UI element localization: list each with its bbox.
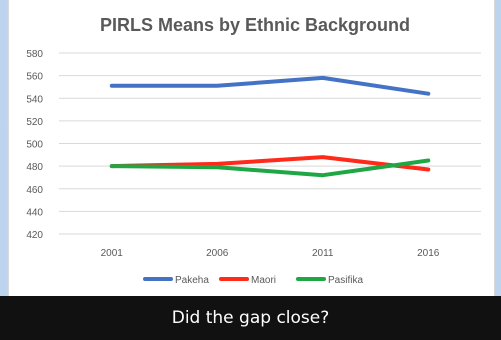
legend-label-maori: Maori bbox=[251, 275, 276, 286]
y-tick-label: 580 bbox=[26, 49, 43, 60]
y-tick-label: 500 bbox=[26, 140, 43, 151]
x-tick-label: 2011 bbox=[312, 248, 334, 259]
y-tick-label: 460 bbox=[26, 185, 43, 196]
caption-bar: Did the gap close? bbox=[0, 296, 501, 340]
legend-label-pasifika: Pasifika bbox=[328, 275, 363, 286]
x-tick-label: 2001 bbox=[101, 248, 124, 259]
caption-text: Did the gap close? bbox=[171, 308, 330, 328]
chart-title: PIRLS Means by Ethnic Background bbox=[100, 15, 410, 35]
series-line-pasifika bbox=[109, 158, 431, 178]
legend-label-pakeha: Pakeha bbox=[175, 275, 209, 286]
x-tick-label: 2006 bbox=[206, 248, 229, 259]
legend: Pakeha Maori Pasifika bbox=[143, 275, 363, 286]
x-tick-label: 2016 bbox=[417, 248, 440, 259]
chart-frame: PIRLS Means by Ethnic Background 420 440 4… bbox=[8, 0, 495, 296]
y-axis-ticks: 420 440 460 480 500 520 540 560 580 bbox=[26, 49, 43, 241]
y-tick-label: 480 bbox=[26, 162, 43, 173]
y-tick-label: 560 bbox=[26, 72, 43, 83]
y-tick-label: 520 bbox=[26, 117, 43, 128]
line-chart: PIRLS Means by Ethnic Background 4204404… bbox=[26, 15, 481, 286]
x-axis-ticks: 2001 2006 2011 2016 bbox=[101, 248, 440, 259]
y-tick-label: 540 bbox=[26, 94, 43, 105]
y-tick-label: 440 bbox=[26, 207, 43, 218]
series-line-pakeha bbox=[109, 75, 431, 96]
y-tick-label: 420 bbox=[26, 230, 43, 241]
series-lines bbox=[109, 75, 431, 178]
